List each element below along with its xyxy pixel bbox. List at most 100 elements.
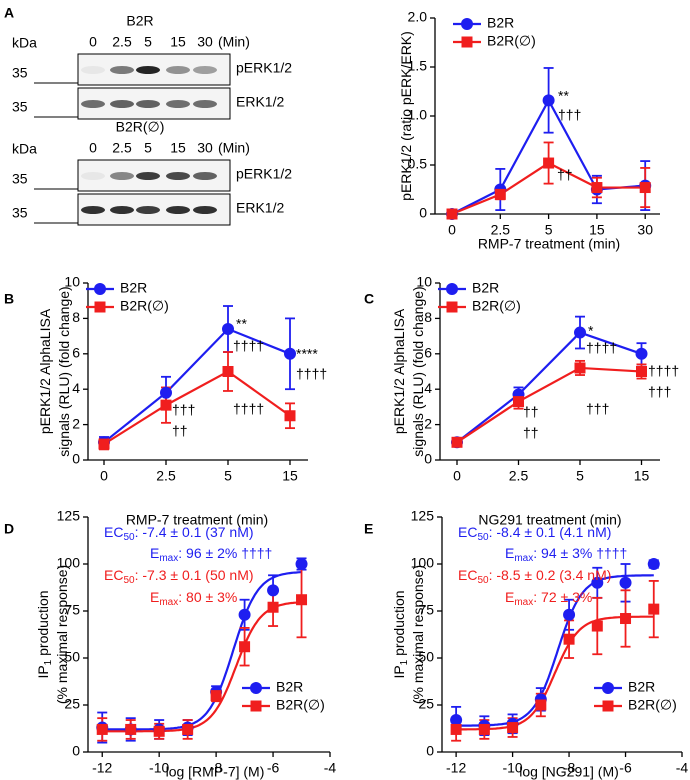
lane-label: 2.5 — [112, 140, 132, 156]
marker — [574, 326, 586, 339]
lane-label: 5 — [144, 34, 152, 50]
band — [193, 206, 217, 214]
y-tick-label: 125 — [411, 508, 435, 524]
legend-label: B2R(∅) — [120, 298, 169, 314]
band — [81, 206, 105, 214]
text-part: EC — [458, 567, 477, 583]
y-axis-label: pERK1/2 AlphaLISA — [391, 308, 407, 434]
annotation: ††† — [172, 402, 195, 418]
annotation: * — [588, 323, 594, 339]
band — [136, 100, 160, 108]
y-tick-label: 25 — [64, 696, 80, 712]
y-tick-label: 0 — [426, 743, 434, 759]
annotation: ** — [558, 88, 569, 104]
subscript: 50 — [123, 532, 135, 543]
panel-letter: B — [4, 291, 14, 307]
row-label: ERK1/2 — [236, 200, 284, 216]
marker — [636, 366, 647, 377]
marker — [239, 641, 251, 653]
marker — [619, 576, 632, 589]
band — [166, 100, 190, 108]
band — [110, 100, 134, 108]
text-part: E — [505, 545, 514, 561]
row-label: pERK1/2 — [236, 60, 292, 76]
lane-label: 2.5 — [112, 34, 132, 50]
text-part: EC — [104, 524, 123, 540]
legend-label: B2R(∅) — [276, 697, 325, 713]
marker — [295, 558, 308, 570]
series-line — [103, 327, 291, 444]
legend-label: B2R — [487, 15, 514, 31]
marker — [238, 608, 251, 621]
x-tick-label: 0 — [100, 468, 108, 484]
annotation: EC50: -7.4 ± 0.1 (37 nM) — [104, 524, 254, 543]
marker — [450, 723, 462, 735]
marker — [451, 436, 463, 448]
y-axis-label: IP1 production — [391, 590, 410, 678]
text-part: production — [35, 590, 51, 659]
band — [110, 206, 134, 214]
x-axis-label: RMP-7 treatment (min) — [126, 512, 268, 528]
blot-title: B2R — [126, 13, 153, 29]
text-part: : -8.4 ± 0.1 (4.1 nM) — [489, 524, 612, 540]
subscript: max — [514, 597, 533, 608]
y-tick-label: 50 — [418, 649, 434, 665]
legend-marker — [446, 301, 458, 313]
subscript: max — [159, 597, 178, 608]
marker — [542, 94, 555, 107]
annotation: ††† — [648, 384, 671, 400]
legend-label: B2R — [472, 280, 499, 296]
marker-label: 35 — [12, 171, 28, 187]
y-tick-label: 1.0 — [408, 107, 428, 123]
x-tick-label: -4 — [324, 760, 337, 776]
marker — [543, 157, 555, 169]
legend-marker — [94, 301, 106, 313]
text-part: (% maximal response) — [54, 565, 70, 704]
band — [81, 172, 105, 180]
marker — [284, 347, 296, 360]
text-part: : -8.5 ± 0.2 (3.4 nM) — [489, 567, 612, 583]
x-axis-label: log [RMP-7] (M) — [166, 764, 265, 780]
series-line — [103, 370, 291, 446]
marker — [222, 323, 234, 336]
subscript: 1 — [399, 659, 410, 665]
annotation: EC50: -7.3 ± 0.1 (50 nM) — [104, 567, 254, 586]
y-tick-label: 8 — [72, 309, 80, 325]
x-tick-label: -10 — [502, 760, 522, 776]
marker — [210, 690, 222, 702]
panel-letter: C — [364, 291, 374, 307]
marker — [98, 438, 110, 450]
x-tick-label: -8 — [210, 760, 223, 776]
subscript: max — [514, 553, 533, 564]
text-part: : 94 ± 3% †††† — [533, 545, 627, 561]
x-tick-label: -6 — [619, 760, 632, 776]
legend-label: B2R — [120, 280, 147, 296]
marker — [648, 603, 660, 615]
legend-marker — [250, 682, 262, 694]
marker — [450, 714, 463, 727]
x-tick-label: -6 — [267, 760, 280, 776]
subscript: max — [159, 553, 178, 564]
x-tick-label: 0 — [448, 222, 456, 238]
lane-label: 5 — [144, 140, 152, 156]
marker — [647, 558, 660, 570]
legend-label: B2R — [628, 679, 655, 695]
band — [166, 66, 190, 74]
marker-label: 35 — [12, 99, 28, 115]
text-part: signals (RLU) (fold change) — [410, 286, 426, 456]
y-tick-label: 10 — [416, 274, 432, 290]
legend-label: B2R(∅) — [628, 697, 677, 713]
legend-marker — [602, 700, 614, 712]
annotation: EC50: -8.4 ± 0.1 (4.1 nM) — [458, 524, 611, 543]
subscript: 1 — [43, 659, 54, 665]
marker — [296, 594, 308, 606]
band — [110, 66, 134, 74]
text-part: EC — [104, 567, 123, 583]
text-part: : 72 ± 3% — [533, 589, 592, 605]
text-part: pERK1/2 AlphaLISA — [37, 308, 53, 434]
annotation: †††† — [233, 338, 264, 354]
x-tick-label: 5 — [545, 222, 553, 238]
x-tick-label: 15 — [634, 468, 650, 484]
kda-label: kDa — [12, 141, 37, 157]
annotation: EC50: -8.5 ± 0.2 (3.4 nM) — [458, 567, 611, 586]
